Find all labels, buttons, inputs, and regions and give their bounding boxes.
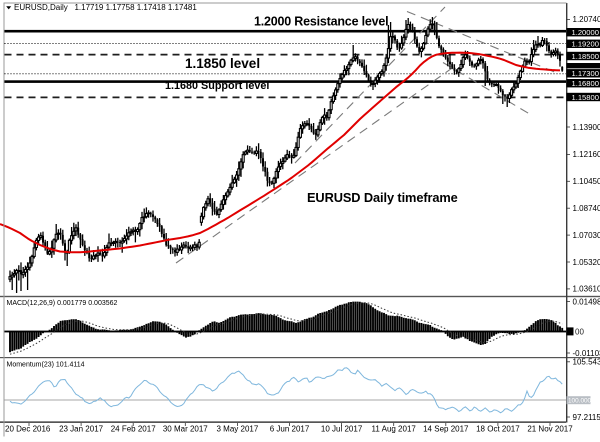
svg-text:1.13900: 1.13900: [573, 123, 600, 132]
svg-text:6 Jun 2017: 6 Jun 2017: [270, 425, 310, 434]
svg-text:1.18500: 1.18500: [572, 52, 599, 61]
svg-text:Momentum(23) 101.4114: Momentum(23) 101.4114: [7, 362, 85, 369]
svg-text:23 Jan 2017: 23 Jan 2017: [59, 425, 104, 434]
svg-text:1.16800: 1.16800: [572, 79, 599, 88]
svg-text:24 Feb 2017: 24 Feb 2017: [111, 425, 156, 434]
svg-text:EURUSD,Daily 1.17719 1.17758: EURUSD,Daily 1.17719 1.17758 1.17418 1.1…: [14, 3, 197, 12]
svg-text:1.15800: 1.15800: [572, 93, 599, 102]
svg-text:1.19200: 1.19200: [572, 40, 599, 49]
svg-text:21 Nov 2017: 21 Nov 2017: [527, 425, 573, 434]
svg-text:1.07030: 1.07030: [573, 231, 600, 240]
svg-text:14 Sep 2017: 14 Sep 2017: [423, 425, 469, 434]
svg-text:105.5431: 105.5431: [573, 358, 600, 367]
svg-text:1.05320: 1.05320: [573, 258, 600, 267]
svg-text:3 May 2017: 3 May 2017: [216, 425, 258, 434]
svg-text:EURUSD Daily timeframe: EURUSD Daily timeframe: [307, 190, 458, 205]
svg-text:1.20740: 1.20740: [573, 15, 600, 24]
svg-text:100.000: 100.000: [568, 398, 592, 405]
svg-text:1.08740: 1.08740: [573, 204, 600, 213]
svg-text:MACD(12,26,9) 0.001779 0.00356: MACD(12,26,9) 0.001779 0.003562: [7, 300, 118, 307]
svg-text:0.014986: 0.014986: [573, 297, 600, 306]
svg-text:30 Mar 2017: 30 Mar 2017: [163, 425, 208, 434]
svg-text:10 Jul 2017: 10 Jul 2017: [321, 425, 363, 434]
svg-text:1.12160: 1.12160: [573, 150, 600, 159]
svg-text:1.17300: 1.17300: [572, 69, 599, 78]
svg-text:-0.011036: -0.011036: [573, 349, 600, 358]
svg-text:11 Aug 2017: 11 Aug 2017: [372, 425, 417, 434]
svg-text:00: 00: [575, 327, 584, 336]
svg-text:1.10450: 1.10450: [573, 177, 600, 186]
svg-text:1.03610: 1.03610: [573, 285, 600, 294]
svg-text:1.20000: 1.20000: [572, 28, 599, 37]
svg-text:1.1850 level: 1.1850 level: [185, 56, 260, 71]
svg-text:1.2000 Resistance level: 1.2000 Resistance level: [254, 15, 388, 29]
svg-text:18 Oct 2017: 18 Oct 2017: [476, 425, 520, 434]
svg-text:97.2115: 97.2115: [573, 413, 600, 422]
svg-text:1.1680 Support level: 1.1680 Support level: [165, 80, 269, 92]
svg-text:20 Dec 2016: 20 Dec 2016: [5, 425, 51, 434]
